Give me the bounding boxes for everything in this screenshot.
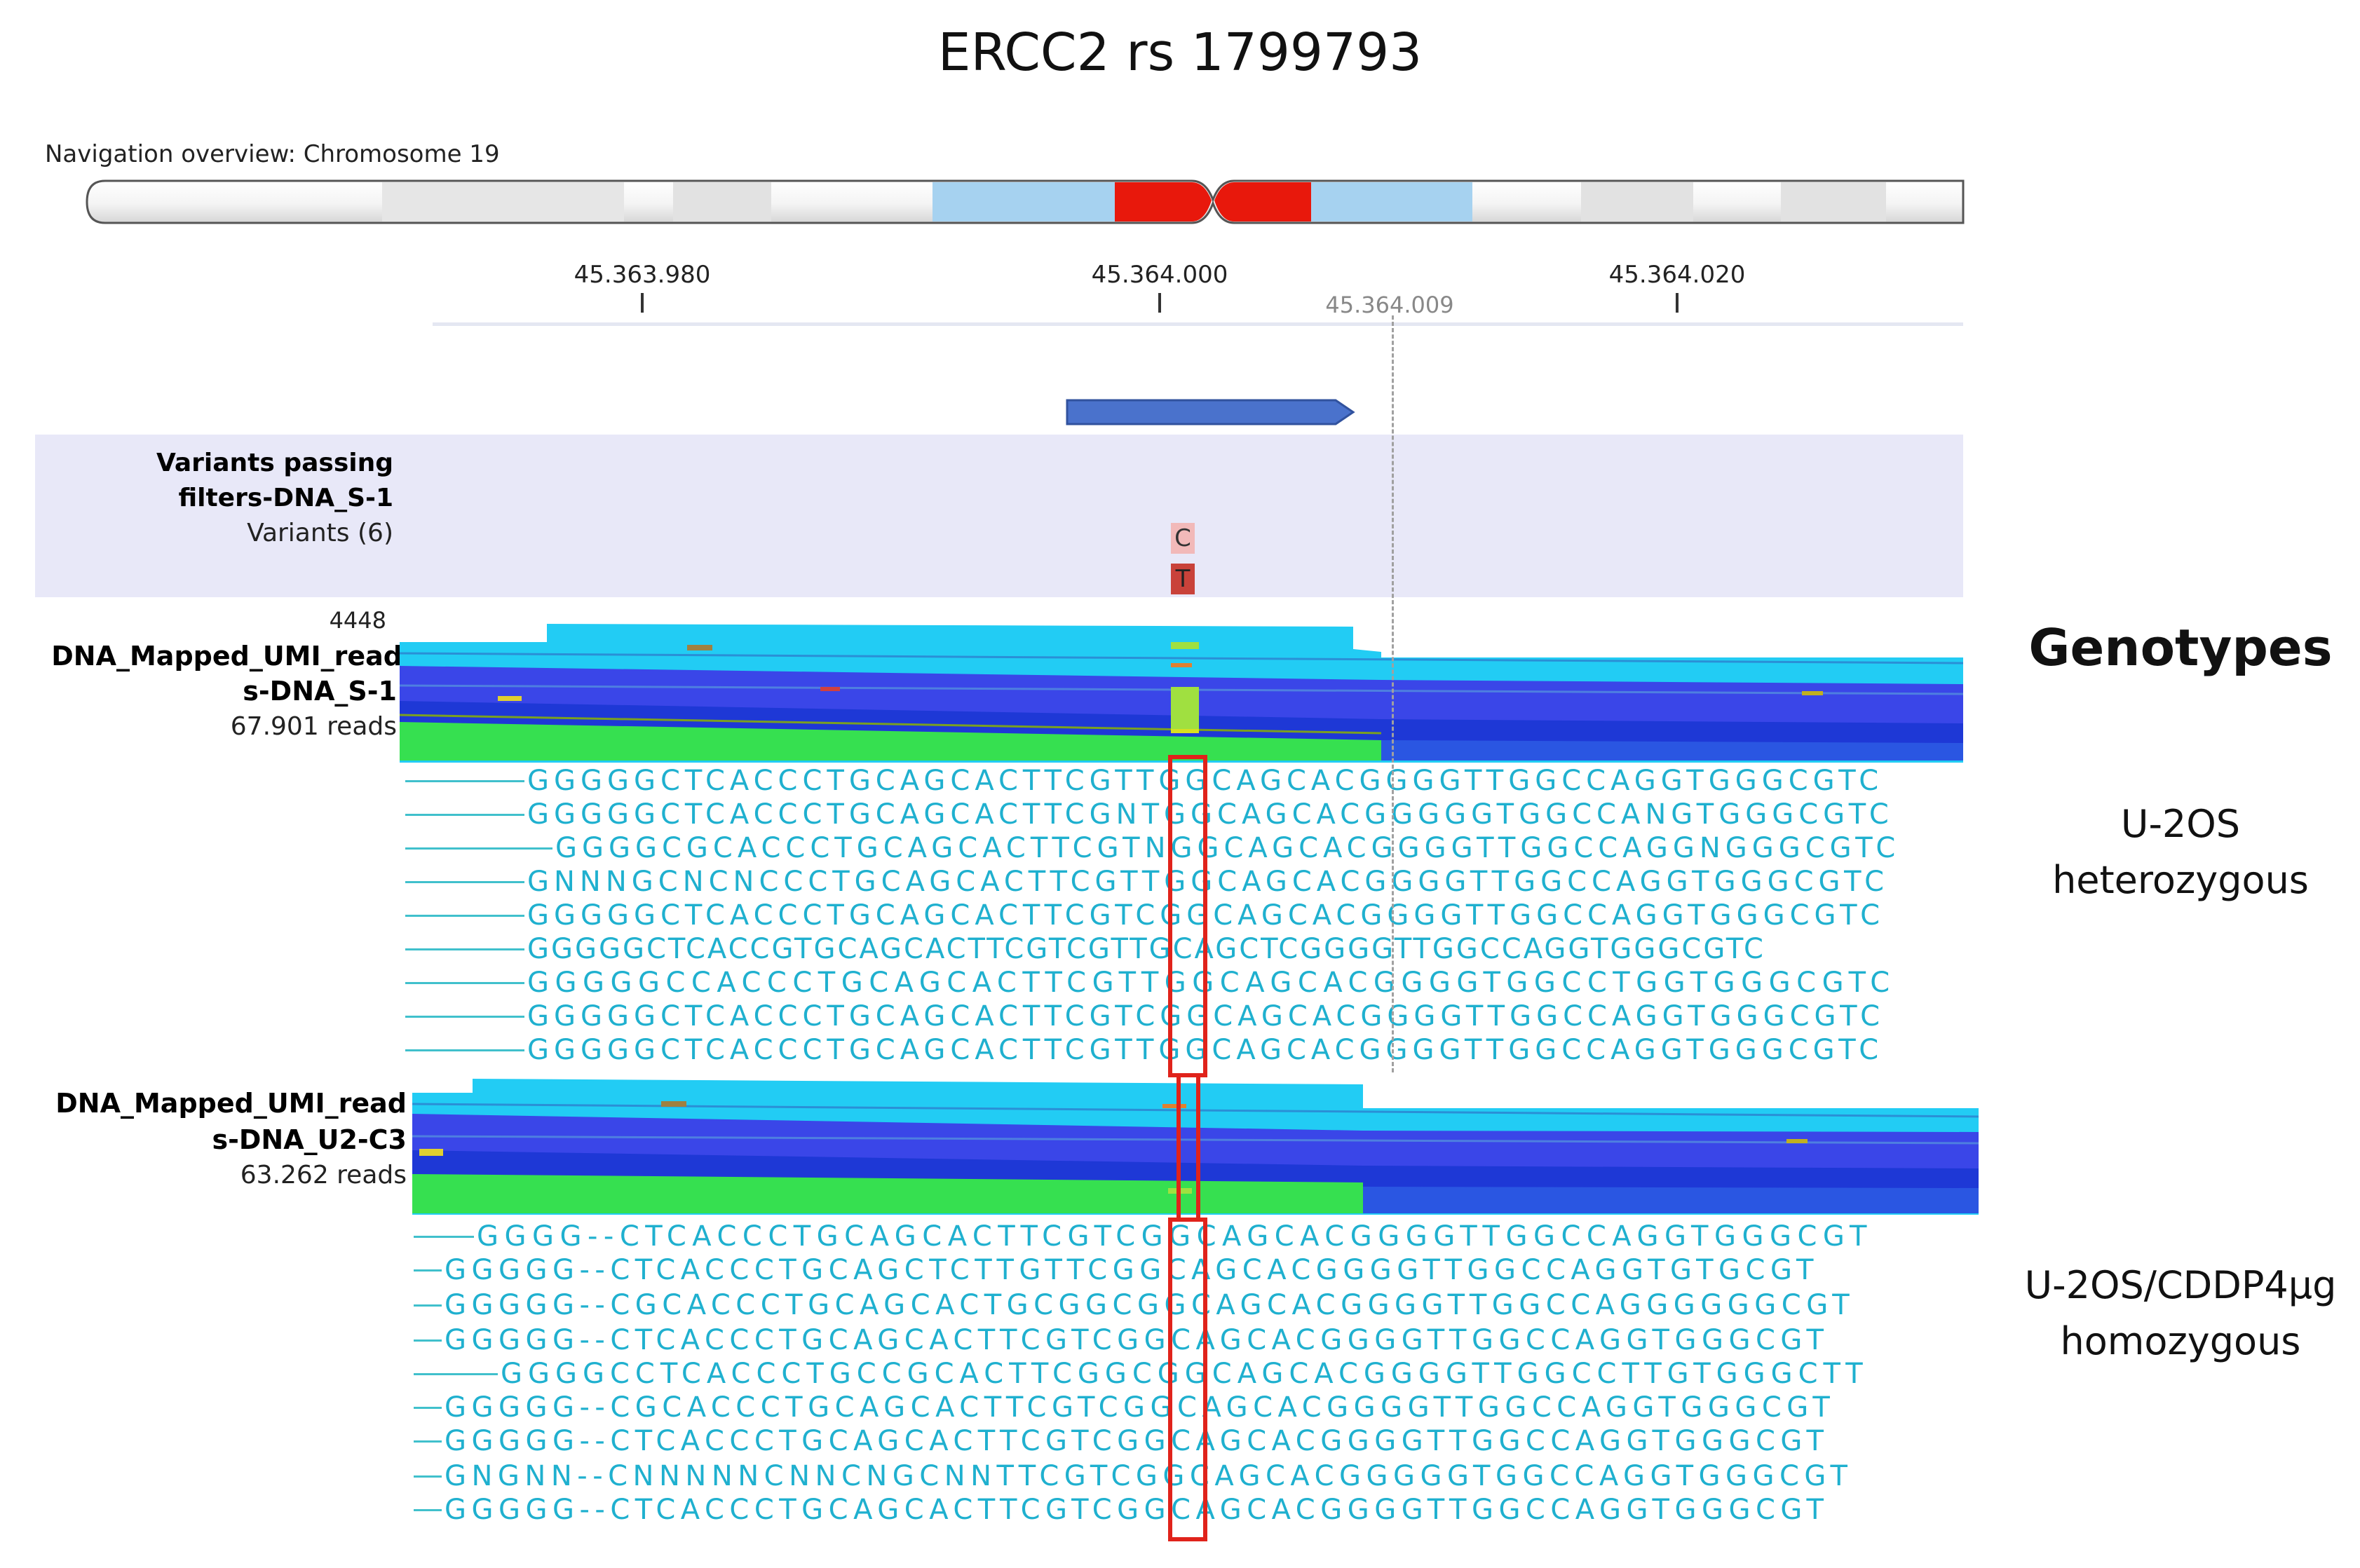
figure-title: ERCC2 rs 1799793 [937, 22, 1423, 83]
read-row[interactable]: GGGGGCTCACCCTGCAGCACTTCGTTGGCAGCACGGGGTT… [0, 764, 1977, 798]
read-row[interactable]: GGGGGCTCACCCTGCAGCACTTCGNTGGCAGCACGGGGGT… [0, 798, 1977, 831]
track1-reads-count: 67.901 reads [230, 712, 397, 741]
read-connector-line [405, 1016, 524, 1018]
cursor-position-line [1392, 315, 1394, 1072]
read-connector-line [405, 982, 524, 984]
read-row[interactable]: GGGG--CTCACCCTGCAGCACTTCGTCGGCAGCACGGGGT… [0, 1220, 1977, 1253]
read-sequence: GGGGG--CGCACCCTGCAGCACTGCGGCGGCAGCACGGGG… [445, 1289, 1855, 1321]
read-row[interactable]: GGGGCGCACCCTGCAGCACTTCGTNGGCAGCACGGGGTTG… [0, 831, 1977, 865]
track1-name-line2: s-DNA_S-1 [243, 676, 397, 707]
read-connector-line [405, 881, 524, 883]
read-connector-line [414, 1509, 442, 1511]
track2-reads-count: 63.262 reads [240, 1161, 407, 1189]
read-row[interactable]: GGGGGCTCACCGTGCAGCACTTCGTCGTTGCAGCTCGGGG… [0, 932, 1977, 966]
ruler-tick-label: 45.364.000 [1091, 261, 1228, 289]
read-row[interactable]: GGGGGCCACCCTGCAGCACTTCGTTGGCAGCACGGGGTGG… [0, 966, 1977, 1000]
read-sequence: GGGGGCTCACCCTGCAGCACTTCGNTGGCAGCACGGGGGT… [527, 798, 1894, 831]
snp-highlight-box-homozygous [1168, 1218, 1207, 1541]
track2-name-line2: s-DNA_U2-C3 [212, 1124, 407, 1155]
read-row[interactable]: GGGGG--CGCACCCTGCAGCACTGCGGCGGCAGCACGGGG… [0, 1288, 1977, 1322]
gene-annotation-arrow[interactable] [1066, 396, 1357, 431]
read-connector-line [414, 1304, 442, 1307]
read-connector-line [414, 1475, 442, 1478]
track2-name-line1: DNA_Mapped_UMI_read [55, 1088, 407, 1119]
read-row[interactable]: GGGGG--CGCACCCTGCAGCACTTCGTCGGCAGCACGGGG… [0, 1391, 1977, 1424]
read-connector-line [405, 780, 524, 782]
read-sequence: GGGGG--CTCACCCTGCAGCTCTTGTTCGGCAGCACGGGG… [445, 1254, 1819, 1286]
coverage-scale-max: 4448 [329, 607, 386, 634]
snp-highlight-connector [1176, 1076, 1200, 1220]
read-row[interactable]: GGGGG--CTCACCCTGCAGCACTTCGTCGGCAGCACGGGG… [0, 1424, 1977, 1458]
track2-coverage-graph[interactable] [412, 1076, 1979, 1216]
ruler-tick-label: 45.364.020 [1608, 261, 1746, 289]
read-row[interactable]: GNNNGCNCNCCCTGCAGCACTTCGTTGGCAGCACGGGGTT… [0, 865, 1977, 899]
genotype-label-line1: U-2OS/CDDP4µg [2024, 1263, 2337, 1307]
read-row[interactable]: GGGGGCTCACCCTGCAGCACTTCGTCGGCAGCACGGGGTT… [0, 1000, 1977, 1033]
read-row[interactable]: GGGGCCTCACCCTGCCGCACTTCGGCGGCAGCACGGGGTT… [0, 1357, 1977, 1391]
read-sequence: GNGNN--CNNNNNCNNCNGCNNTTCGTCGGCAGCACGGGG… [445, 1460, 1853, 1492]
read-sequence: GGGGGCCACCCTGCAGCACTTCGTTGGCAGCACGGGGTGG… [527, 967, 1896, 999]
read-sequence: GGGGGCTCACCCTGCAGCACTTCGTTGGCAGCACGGGGTT… [527, 765, 1884, 797]
read-row[interactable]: GGGGGCTCACCCTGCAGCACTTCGTTGGCAGCACGGGGTT… [0, 1033, 1977, 1067]
read-connector-line [405, 1049, 524, 1051]
ruler-axis [433, 322, 1963, 326]
read-sequence: GGGGG--CTCACCCTGCAGCACTTCGTCGGCAGCACGGGG… [445, 1425, 1829, 1457]
cursor-position-label: 45.364.009 [1325, 292, 1454, 318]
track1-name-line1: DNA_Mapped_UMI_read [51, 641, 402, 671]
read-sequence: GNNNGCNCNCCCTGCAGCACTTCGTTGGCAGCACGGGGTT… [527, 866, 1890, 898]
read-sequence: GGGGCGCACCCTGCAGCACTTCGTNGGCAGCACGGGGTTG… [555, 832, 1901, 864]
read-connector-line [405, 847, 552, 850]
read-connector-line [405, 948, 524, 950]
variant-allele-t[interactable]: T [1171, 564, 1195, 594]
read-row[interactable]: GGGGG--CTCACCCTGCAGCTCTTGTTCGGCAGCACGGGG… [0, 1253, 1977, 1287]
genotype-label-line2: homozygous [2060, 1319, 2301, 1363]
variant-track-count: Variants (6) [247, 519, 393, 547]
genotype-label-line2: heterozygous [2052, 858, 2309, 902]
read-connector-line [414, 1373, 498, 1375]
read-sequence: GGGGGCTCACCCTGCAGCACTTCGTTGGCAGCACGGGGTT… [527, 1034, 1884, 1066]
read-sequence: GGGGG--CTCACCCTGCAGCACTTCGTCGGCAGCACGGGG… [445, 1494, 1829, 1526]
read-connector-line [405, 915, 524, 917]
read-connector-line [414, 1236, 474, 1238]
variant-allele-c[interactable]: C [1171, 523, 1195, 554]
read-sequence: GGGGG--CTCACCCTGCAGCACTTCGTCGGCAGCACGGGG… [445, 1324, 1829, 1356]
read-connector-line [414, 1407, 442, 1409]
read-row[interactable]: GGGGGCTCACCCTGCAGCACTTCGTCGGCAGCACGGGGTT… [0, 899, 1977, 932]
variant-track-name-line1: Variants passing [156, 449, 393, 477]
variant-track-name-line2: filters-DNA_S-1 [178, 484, 393, 512]
read-sequence: GGGGGCTCACCGTGCAGCACTTCGTCGTTGCAGCTCGGGG… [527, 933, 1765, 965]
read-connector-line [414, 1269, 442, 1272]
ruler-tick [1158, 293, 1161, 313]
read-row[interactable]: GGGGG--CTCACCCTGCAGCACTTCGTCGGCAGCACGGGG… [0, 1493, 1977, 1527]
track1-coverage-graph[interactable] [400, 617, 1963, 764]
read-row[interactable]: GNGNN--CNNNNNCNNCNGCNNTTCGTCGGCAGCACGGGG… [0, 1459, 1977, 1493]
read-sequence: GGGGCCTCACCCTGCCGCACTTCGGCGGCAGCACGGGGTT… [501, 1358, 1869, 1390]
read-connector-line [414, 1440, 442, 1443]
navigation-overview-label: Navigation overview: Chromosome 19 [45, 140, 500, 168]
read-connector-line [405, 814, 524, 816]
variant-track-panel [35, 435, 1963, 597]
snp-highlight-box-heterozygous [1168, 755, 1207, 1077]
read-row[interactable]: GGGGG--CTCACCCTGCAGCACTTCGTCGGCAGCACGGGG… [0, 1323, 1977, 1357]
chromosome-ideogram[interactable] [84, 175, 1970, 231]
ruler-tick [1676, 293, 1679, 313]
genotype-label-line1: U-2OS [2120, 802, 2241, 846]
genotypes-heading: Genotypes [2028, 618, 2333, 677]
ruler-tick [641, 293, 644, 313]
ruler-tick-label: 45.363.980 [574, 261, 711, 289]
read-sequence: GGGGG--CGCACCCTGCAGCACTTCGTCGGCAGCACGGGG… [445, 1391, 1836, 1424]
read-connector-line [414, 1339, 442, 1342]
